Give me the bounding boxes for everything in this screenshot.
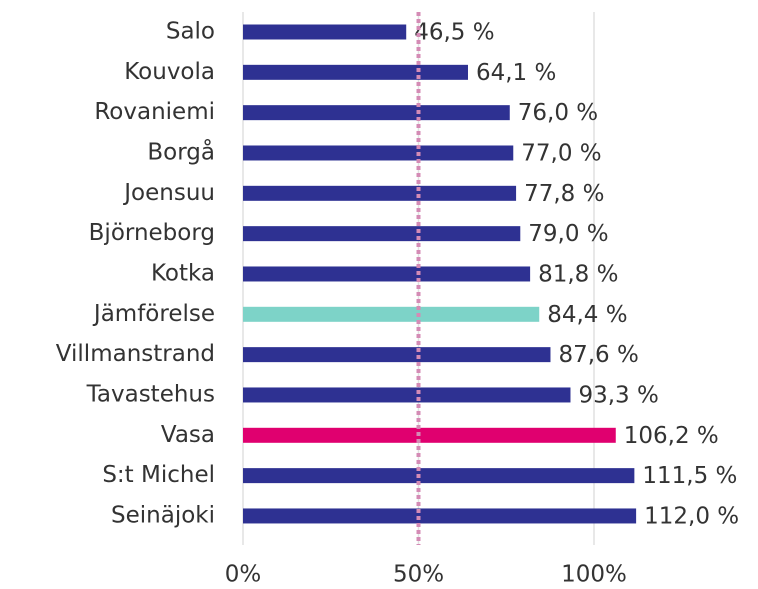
y-tick-label: Kotka [151, 260, 215, 286]
bar [243, 226, 521, 242]
value-label: 84,4 % [547, 302, 627, 328]
value-label: 111,5 % [642, 463, 737, 489]
bar [243, 427, 616, 443]
y-tick-label: S:t Michel [102, 462, 215, 488]
bar [243, 468, 635, 484]
value-label: 81,8 % [538, 261, 618, 287]
y-tick-label: Joensuu [122, 180, 215, 206]
x-tick-label: 0% [225, 562, 262, 586]
bar [243, 306, 540, 322]
bar [243, 24, 407, 40]
y-tick-label: Seinäjoki [111, 502, 215, 528]
bar [243, 266, 531, 282]
value-label: 79,0 % [528, 221, 608, 247]
value-label: 112,0 % [644, 503, 739, 529]
y-tick-label: Villmanstrand [56, 341, 215, 367]
x-tick-label: 50% [393, 562, 444, 586]
value-label: 93,3 % [578, 382, 658, 408]
y-tick-label: Salo [166, 19, 215, 45]
bar [243, 145, 514, 161]
y-tick-label: Tavastehus [86, 381, 215, 407]
bar [243, 387, 571, 403]
y-tick-label: Kouvola [124, 59, 215, 85]
value-label: 77,8 % [524, 181, 604, 207]
value-label: 87,6 % [558, 342, 638, 368]
bar [243, 185, 517, 201]
bar [243, 64, 468, 80]
value-label: 46,5 % [414, 20, 494, 46]
value-label: 106,2 % [624, 423, 719, 449]
bar [243, 105, 510, 121]
bar [243, 347, 551, 363]
y-tick-label: Vasa [161, 422, 215, 448]
value-label: 77,0 % [521, 140, 601, 166]
y-tick-label: Jämförelse [92, 301, 215, 327]
x-tick-label: 100% [561, 562, 627, 586]
y-tick-label: Rovaniemi [94, 99, 215, 125]
y-tick-label: Borgå [147, 137, 215, 165]
value-label: 64,1 % [476, 60, 556, 86]
bar [243, 508, 637, 524]
value-label: 76,0 % [518, 100, 598, 126]
y-tick-label: Björneborg [89, 220, 215, 246]
